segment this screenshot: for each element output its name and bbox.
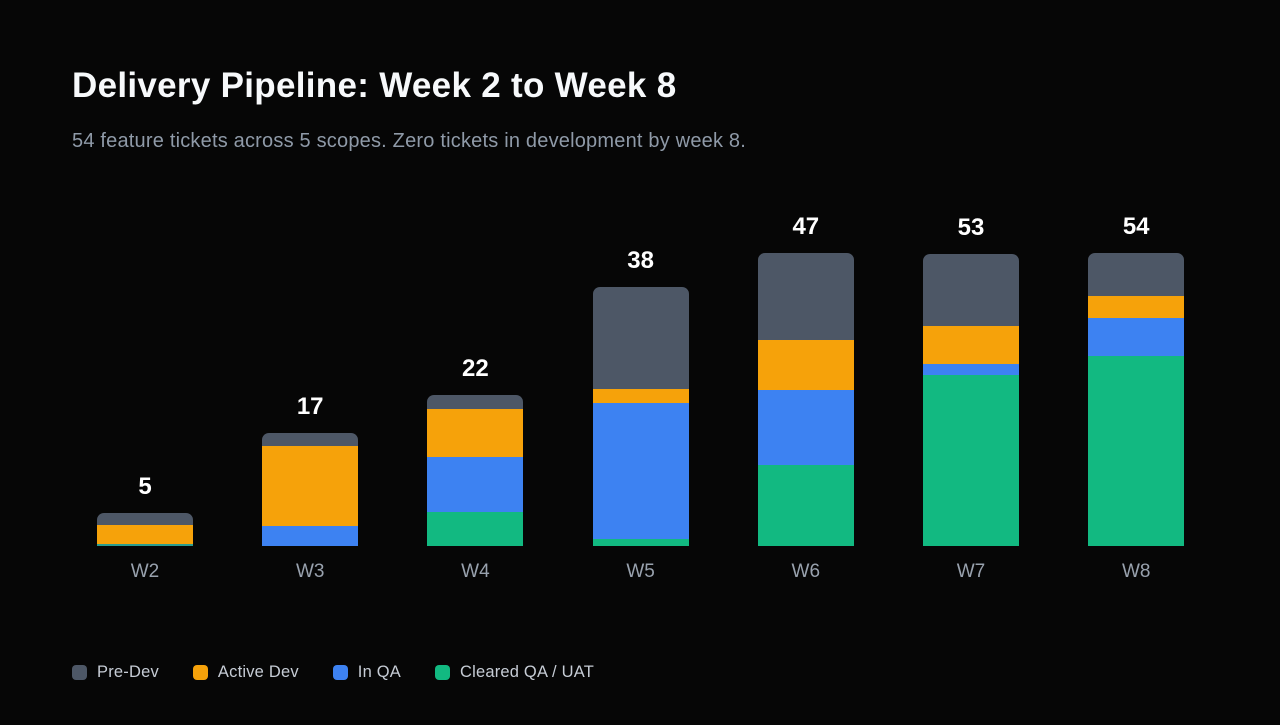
segment-cleared-qa-uat bbox=[592, 539, 689, 546]
legend-label: Pre-Dev bbox=[97, 663, 159, 681]
segment-cleared-qa-uat bbox=[1088, 356, 1185, 546]
bar-W6: 47 W6 bbox=[757, 213, 854, 582]
legend-swatch-icon bbox=[72, 665, 87, 680]
segment-pre-dev bbox=[592, 287, 689, 390]
segment-pre-dev bbox=[97, 513, 193, 526]
segment-active-dev bbox=[592, 389, 689, 403]
segment-active-dev bbox=[1088, 296, 1185, 319]
page-title: Delivery Pipeline: Week 2 to Week 8 bbox=[72, 66, 677, 105]
bar-W8: 54 W8 bbox=[1088, 213, 1185, 582]
x-axis-label-W7: W7 bbox=[956, 561, 986, 582]
segment-cleared-qa-uat bbox=[427, 511, 524, 546]
bar-total-label: 54 bbox=[1122, 213, 1150, 240]
segment-in-qa bbox=[262, 526, 359, 546]
bar-W5: 38 W5 bbox=[592, 247, 689, 582]
segment-active-dev bbox=[97, 525, 193, 544]
bar-stack-W8 bbox=[1088, 253, 1185, 546]
legend-swatch-icon bbox=[434, 665, 450, 680]
legend-swatch-icon bbox=[192, 665, 208, 680]
bar-stack-W3 bbox=[262, 433, 359, 546]
legend-item-active-dev: Active Dev bbox=[192, 663, 299, 682]
bar-total-label: 5 bbox=[138, 473, 152, 500]
x-axis-label-W6: W6 bbox=[791, 561, 821, 582]
bar-total-label: 17 bbox=[296, 393, 324, 420]
legend-item-in-qa: In QA bbox=[332, 663, 401, 682]
segment-in-qa bbox=[427, 456, 524, 512]
legend-label: In QA bbox=[357, 663, 401, 681]
segment-active-dev bbox=[923, 325, 1019, 365]
legend-label: Cleared QA / UAT bbox=[459, 663, 594, 681]
chart-legend: Pre-Dev Active Dev In QA Cleared QA / UAT bbox=[72, 663, 594, 682]
segment-pre-dev bbox=[923, 254, 1019, 326]
segment-pre-dev bbox=[262, 433, 359, 447]
bar-total-label: 53 bbox=[957, 214, 985, 241]
segment-pre-dev bbox=[427, 395, 524, 409]
segment-in-qa bbox=[1088, 318, 1185, 357]
segment-active-dev bbox=[427, 408, 524, 457]
x-axis-label-W4: W4 bbox=[461, 561, 490, 582]
bar-total-label: 22 bbox=[462, 355, 489, 382]
segment-cleared-qa-uat bbox=[757, 464, 854, 546]
segment-pre-dev bbox=[757, 253, 854, 341]
bar-W2: 5 W2 bbox=[97, 473, 193, 582]
bar-stack-W7 bbox=[923, 254, 1019, 546]
bar-total-label: 47 bbox=[792, 213, 820, 240]
legend-item-pre-dev: Pre-Dev bbox=[72, 663, 159, 682]
x-axis-label-W2: W2 bbox=[130, 561, 160, 582]
segment-cleared-qa-uat bbox=[923, 375, 1019, 546]
bar-W4: 22 W4 bbox=[427, 355, 524, 582]
bar-W7: 53 W7 bbox=[923, 214, 1019, 582]
bar-stack-W6 bbox=[757, 253, 854, 546]
legend-item-cleared-qa-uat: Cleared QA / UAT bbox=[434, 663, 594, 682]
x-axis-label-W8: W8 bbox=[1121, 561, 1151, 582]
legend-label: Active Dev bbox=[217, 663, 299, 681]
segment-in-qa bbox=[757, 390, 854, 465]
legend-swatch-icon bbox=[332, 665, 348, 680]
segment-pre-dev bbox=[1088, 253, 1185, 297]
segment-active-dev bbox=[262, 446, 359, 527]
page-subtitle: 54 feature tickets across 5 scopes. Zero… bbox=[72, 130, 747, 152]
x-axis-label-W3: W3 bbox=[295, 561, 325, 582]
bar-stack-W2 bbox=[97, 513, 193, 546]
segment-in-qa bbox=[923, 364, 1019, 376]
x-axis-label-W5: W5 bbox=[626, 561, 655, 582]
bar-stack-W5 bbox=[592, 287, 689, 546]
segment-in-qa bbox=[592, 402, 689, 540]
bar-W3: 17 W3 bbox=[262, 393, 359, 582]
bar-stack-W4 bbox=[427, 395, 524, 546]
segment-active-dev bbox=[757, 340, 854, 391]
bar-total-label: 38 bbox=[627, 247, 654, 274]
segment-baseline-sliver bbox=[97, 543, 193, 546]
